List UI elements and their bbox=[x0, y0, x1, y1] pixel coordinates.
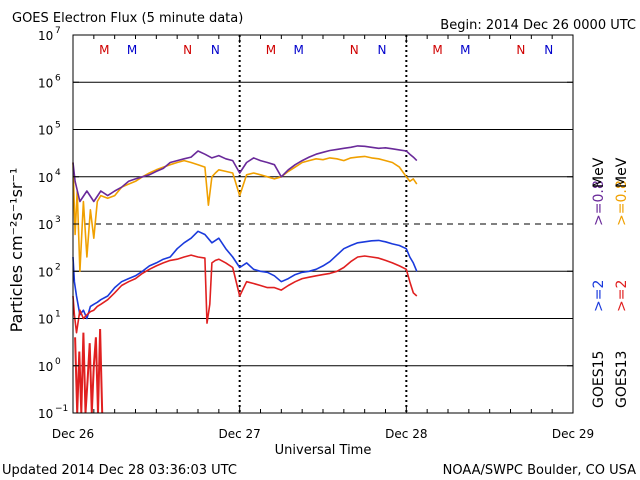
x-tick-labels: Dec 26 Dec 27 Dec 28 Dec 29 bbox=[52, 35, 594, 441]
y-tick-exponent: 3 bbox=[55, 215, 61, 225]
y-tick-label: 10 bbox=[38, 29, 53, 43]
credit-label: NOAA/SWPC Boulder, CO USA bbox=[443, 463, 636, 478]
marker-label: N bbox=[183, 43, 192, 57]
marker-label: M bbox=[99, 43, 109, 57]
series-line bbox=[72, 145, 418, 203]
legend-label: MeV bbox=[591, 157, 607, 188]
y-tick-label: 10 bbox=[38, 171, 53, 185]
chart-title: GOES Electron Flux (5 minute data) bbox=[12, 11, 243, 26]
updated-timestamp: Updated 2014 Dec 28 03:36:03 UTC bbox=[2, 463, 237, 478]
marker-label: M bbox=[266, 43, 276, 57]
grid-lines bbox=[73, 35, 573, 413]
legend-label: >=2 bbox=[591, 280, 607, 312]
marker-label: N bbox=[378, 43, 387, 57]
y-tick-label: 10 bbox=[38, 265, 53, 279]
series-lines bbox=[72, 145, 418, 414]
x-tick-label: Dec 27 bbox=[219, 427, 261, 441]
series-line-low bbox=[74, 328, 104, 414]
marker-label: N bbox=[544, 43, 553, 57]
y-tick-label: 10 bbox=[38, 407, 53, 421]
legend-label: >=0.8 bbox=[614, 180, 630, 226]
y-tick-label: 10 bbox=[38, 360, 53, 374]
y-tick-label: 10 bbox=[38, 218, 53, 232]
y-axis-label: Particles cm⁻²s⁻¹sr⁻¹ bbox=[7, 168, 26, 333]
begin-label: Begin: 2014 Dec 26 0000 UTC bbox=[440, 18, 636, 33]
y-tick-exponent: 5 bbox=[55, 121, 61, 131]
y-tick-exponent: 4 bbox=[55, 168, 61, 178]
marker-label: N bbox=[516, 43, 525, 57]
marker-label: N bbox=[211, 43, 220, 57]
y-tick-label: 10 bbox=[38, 76, 53, 90]
marker-label: M bbox=[294, 43, 304, 57]
legend-label: GOES15 bbox=[591, 351, 607, 408]
y-tick-exponent: 1 bbox=[55, 310, 61, 320]
y-tick-label: 10 bbox=[38, 313, 53, 327]
legend-label: GOES13 bbox=[614, 351, 630, 408]
y-tick-exponent: 7 bbox=[55, 26, 61, 36]
series-line bbox=[72, 155, 418, 273]
x-tick-label: Dec 26 bbox=[52, 427, 94, 441]
y-tick-label: 10 bbox=[38, 124, 53, 138]
plot-frame bbox=[72, 34, 574, 414]
y-tick-exponent: 6 bbox=[55, 73, 61, 83]
legend-label: >=2 bbox=[614, 280, 630, 312]
series-line bbox=[72, 254, 418, 334]
y-tick-exponent: 2 bbox=[55, 262, 61, 272]
marker-label: M bbox=[127, 43, 137, 57]
legend-label: MeV bbox=[614, 157, 630, 188]
marker-label: M bbox=[460, 43, 470, 57]
marker-label: M bbox=[432, 43, 442, 57]
x-tick-label: Dec 29 bbox=[552, 427, 594, 441]
legend-label: >=0.8 bbox=[591, 180, 607, 226]
y-tick-exponent: −1 bbox=[55, 404, 68, 414]
x-axis-label: Universal Time bbox=[275, 443, 372, 458]
series-line bbox=[72, 230, 418, 320]
y-tick-exponent: 0 bbox=[55, 357, 61, 367]
x-tick-label: Dec 28 bbox=[385, 427, 427, 441]
marker-label: N bbox=[350, 43, 359, 57]
